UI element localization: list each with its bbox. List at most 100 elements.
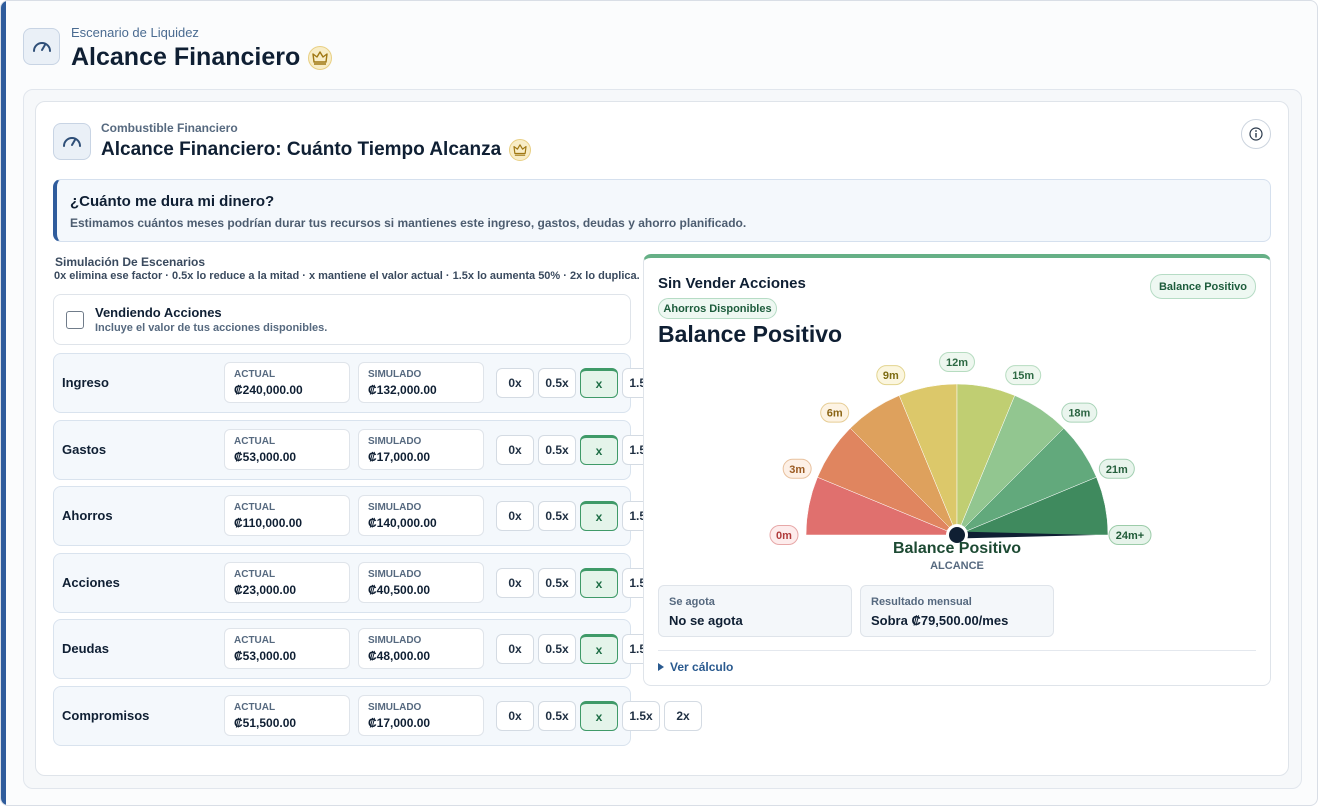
actual-label: ACTUAL xyxy=(234,369,276,380)
svg-text:18m: 18m xyxy=(1068,408,1090,420)
simulated-value-box: SIMULADO ₡140,000.00 xyxy=(358,495,484,536)
gauge-icon xyxy=(23,28,60,65)
svg-text:24m+: 24m+ xyxy=(1116,530,1144,542)
gauge-tick-label: 3m xyxy=(782,458,812,479)
view-calculation-toggle[interactable]: Ver cálculo xyxy=(658,660,733,674)
multiplier-button[interactable]: 0x xyxy=(496,701,534,731)
simulated-amount: ₡40,500.00 xyxy=(368,583,431,597)
stat-label: Se agota xyxy=(669,596,715,608)
stat-label: Resultado mensual xyxy=(871,596,972,608)
gauge-tick-label: 6m xyxy=(820,402,850,423)
gauge-segment xyxy=(956,476,1109,536)
multiplier-button[interactable]: 0.5x xyxy=(538,634,576,664)
sell-stocks-checkbox[interactable] xyxy=(66,311,84,329)
actual-amount: ₡53,000.00 xyxy=(234,649,297,663)
multiplier-button[interactable]: x xyxy=(580,368,618,398)
svg-text:12m: 12m xyxy=(946,357,968,369)
multiplier-button[interactable]: x xyxy=(580,701,618,731)
page-title-text: Alcance Financiero xyxy=(71,43,301,71)
actual-value-box: ACTUAL ₡23,000.00 xyxy=(224,562,350,603)
gauge-needle xyxy=(957,531,1096,539)
multiplier-button[interactable]: x xyxy=(580,435,618,465)
simulation-title: Simulación De Escenarios xyxy=(55,255,206,269)
factor-row-gastos: Gastos ACTUAL ₡53,000.00 SIMULADO ₡17,000.00… xyxy=(53,420,713,480)
multiplier-button[interactable]: 1.5x xyxy=(622,701,660,731)
sell-stocks-toggle[interactable]: Vendiendo Acciones Incluye el valor de t… xyxy=(53,294,631,345)
divider xyxy=(658,650,1256,651)
gauge-tick-label: 24m+ xyxy=(1108,525,1152,545)
simulated-label: SIMULADO xyxy=(368,702,422,713)
multiplier-button[interactable]: 0x xyxy=(496,501,534,531)
multiplier-button[interactable]: 0x xyxy=(496,368,534,398)
actual-label: ACTUAL xyxy=(234,436,276,447)
factor-label: Gastos xyxy=(62,442,107,457)
simulated-label: SIMULADO xyxy=(368,502,422,513)
gauge-icon xyxy=(53,123,91,160)
info-button[interactable] xyxy=(1241,119,1271,149)
factor-row-compromisos: Compromisos ACTUAL ₡51,500.00 SIMULADO ₡17,0… xyxy=(53,686,713,746)
simulated-value-box: SIMULADO ₡17,000.00 xyxy=(358,695,484,736)
card-eyebrow: Combustible Financiero xyxy=(101,121,238,135)
svg-text:21m: 21m xyxy=(1106,464,1128,476)
multiplier-button[interactable]: x xyxy=(580,568,618,598)
gauge-panel: Sin Vender Acciones Balance Positivo Aho… xyxy=(643,254,1271,686)
multiplier-button[interactable]: 0.5x xyxy=(538,501,576,531)
stat-depletion: Se agota No se agota xyxy=(658,585,852,637)
simulated-value-box: SIMULADO ₡132,000.00 xyxy=(358,362,484,403)
gauge-hub-center xyxy=(949,527,965,543)
factor-rows: Ingreso ACTUAL ₡240,000.00 SIMULADO ₡132,000… xyxy=(53,353,713,753)
multiplier-button[interactable]: x xyxy=(580,634,618,664)
reach-gauge: 0m 3m 6m 9m 12m 15m 18m 21m 24m+ xyxy=(769,352,1152,546)
multiplier-button[interactable]: x xyxy=(580,501,618,531)
actual-amount: ₡53,000.00 xyxy=(234,450,297,464)
simulated-amount: ₡140,000.00 xyxy=(368,516,437,530)
gauge-result-sublabel: ALCANCE xyxy=(930,560,984,572)
left-accent-bar xyxy=(1,1,6,805)
factor-row-ingreso: Ingreso ACTUAL ₡240,000.00 SIMULADO ₡132,000… xyxy=(53,353,713,413)
multiplier-button[interactable]: 0.5x xyxy=(538,701,576,731)
svg-text:3m: 3m xyxy=(789,464,805,476)
callout-title: ¿Cuánto me dura mi dinero? xyxy=(70,193,275,210)
multiplier-button[interactable]: 0.5x xyxy=(538,368,576,398)
multiplier-button[interactable]: 0x xyxy=(496,435,534,465)
multiplier-button[interactable]: 0x xyxy=(496,568,534,598)
svg-text:15m: 15m xyxy=(1012,370,1034,382)
svg-text:6m: 6m xyxy=(827,408,843,420)
factor-row-ahorros: Ahorros ACTUAL ₡110,000.00 SIMULADO ₡140,000… xyxy=(53,486,713,546)
factor-label: Ahorros xyxy=(62,508,113,523)
simulated-amount: ₡48,000.00 xyxy=(368,649,431,663)
actual-amount: ₡51,500.00 xyxy=(234,716,297,730)
simulated-label: SIMULADO xyxy=(368,436,422,447)
simulated-label: SIMULADO xyxy=(368,635,422,646)
card-title-text: Alcance Financiero: Cuánto Tiempo Alcanz… xyxy=(101,139,502,160)
simulation-hint: 0x elimina ese factor · 0.5x lo reduce a… xyxy=(54,270,640,282)
simulated-amount: ₡132,000.00 xyxy=(368,383,437,397)
actual-value-box: ACTUAL ₡240,000.00 xyxy=(224,362,350,403)
crown-icon xyxy=(509,139,532,161)
gauge-tick-label: 12m xyxy=(939,352,975,372)
multiplier-button[interactable]: 0.5x xyxy=(538,568,576,598)
simulated-value-box: SIMULADO ₡48,000.00 xyxy=(358,628,484,669)
disclosure-triangle-icon xyxy=(658,663,664,671)
info-callout: ¿Cuánto me dura mi dinero? Estimamos cuá… xyxy=(53,179,1271,242)
multiplier-button[interactable]: 0x xyxy=(496,634,534,664)
gauge-tick-label: 9m xyxy=(876,365,906,386)
factor-label: Acciones xyxy=(62,575,120,590)
actual-label: ACTUAL xyxy=(234,502,276,513)
gauge-tick-label: 0m xyxy=(769,525,799,545)
gauge-tick-label: 15m xyxy=(1005,365,1042,386)
stat-value: No se agota xyxy=(669,613,743,628)
status-badge: Balance Positivo xyxy=(1150,274,1256,299)
card-title: Alcance Financiero: Cuánto Tiempo Alcanz… xyxy=(101,139,532,161)
gauge-tick-label: 18m xyxy=(1061,402,1098,423)
actual-value-box: ACTUAL ₡53,000.00 xyxy=(224,429,350,470)
multiplier-button[interactable]: 0.5x xyxy=(538,435,576,465)
simulated-value-box: SIMULADO ₡40,500.00 xyxy=(358,562,484,603)
factor-row-deudas: Deudas ACTUAL ₡53,000.00 SIMULADO ₡48,000.00… xyxy=(53,619,713,679)
actual-label: ACTUAL xyxy=(234,702,276,713)
factor-row-acciones: Acciones ACTUAL ₡23,000.00 SIMULADO ₡40,500.… xyxy=(53,553,713,613)
stat-monthly-result: Resultado mensual Sobra ₡79,500.00/mes xyxy=(860,585,1054,637)
multiplier-button[interactable]: 2x xyxy=(664,701,702,731)
simulated-amount: ₡17,000.00 xyxy=(368,716,431,730)
